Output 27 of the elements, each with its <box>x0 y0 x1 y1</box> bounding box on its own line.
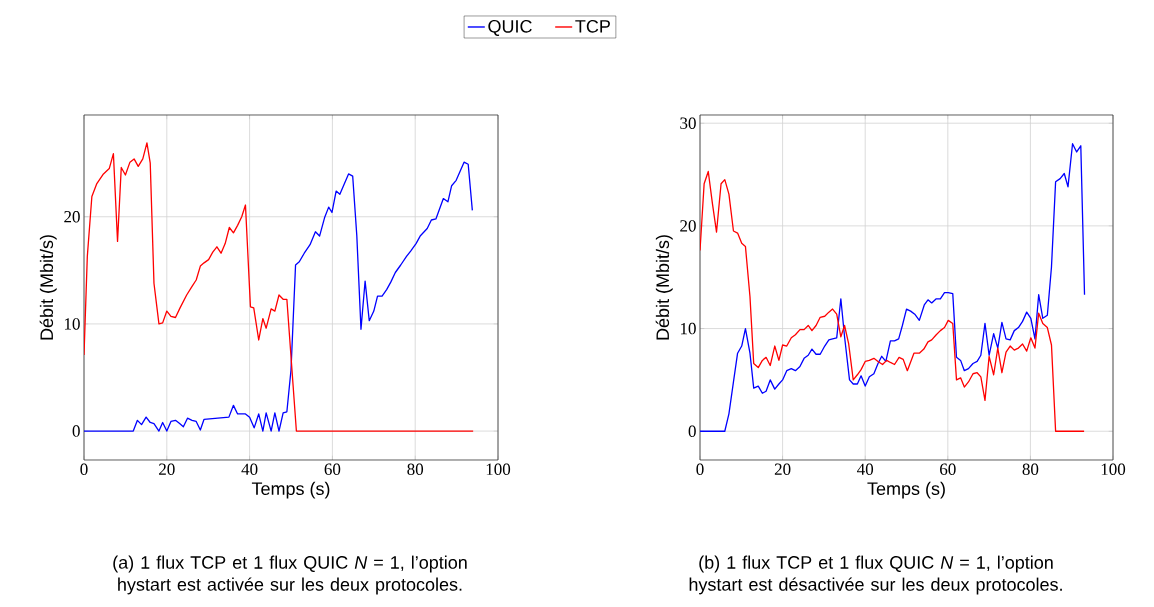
x-axis-title: Temps (s) <box>251 481 330 499</box>
x-tick-label: 60 <box>324 463 341 475</box>
x-tick-label: 0 <box>696 463 704 475</box>
y-tick-label: 0 <box>688 425 696 437</box>
x-tick-label: 60 <box>940 463 956 475</box>
x-tick-label: 20 <box>774 463 791 475</box>
x-tick-label: 0 <box>80 463 88 475</box>
y-axis-title: Débit (Mbit/s) <box>655 235 673 340</box>
y-tick-label: 10 <box>64 318 80 330</box>
y-tick-label: 0 <box>72 425 80 437</box>
legend-label: QUIC <box>488 19 532 36</box>
x-tick-label: 40 <box>241 463 258 475</box>
x-tick-label: 20 <box>159 463 175 475</box>
x-tick-label: 40 <box>857 463 874 475</box>
y-tick-label: 20 <box>64 211 80 223</box>
y-tick-label: 30 <box>680 117 696 129</box>
x-tick-label: 80 <box>1022 463 1039 475</box>
legend-label: TCP <box>575 19 610 33</box>
x-axis-title: Temps (s) <box>867 481 945 499</box>
text: (b) 1 flux TCP et 1 flux QUIC N = 1, l’option hystart est désactivée sur les deux protocoles. <box>689 555 1062 595</box>
x-tick-label: 100 <box>1101 463 1126 475</box>
x-tick-label: 100 <box>486 463 511 475</box>
text: (a) 1 flux TCP et 1 flux QUIC N = 1, l’option hystart est activée sur les deux protocoles. <box>113 555 467 595</box>
x-tick-label: 80 <box>407 463 424 475</box>
y-tick-label: 20 <box>680 220 696 232</box>
y-axis-title: Débit (Mbit/s) <box>39 235 57 340</box>
y-tick-label: 10 <box>680 322 696 335</box>
